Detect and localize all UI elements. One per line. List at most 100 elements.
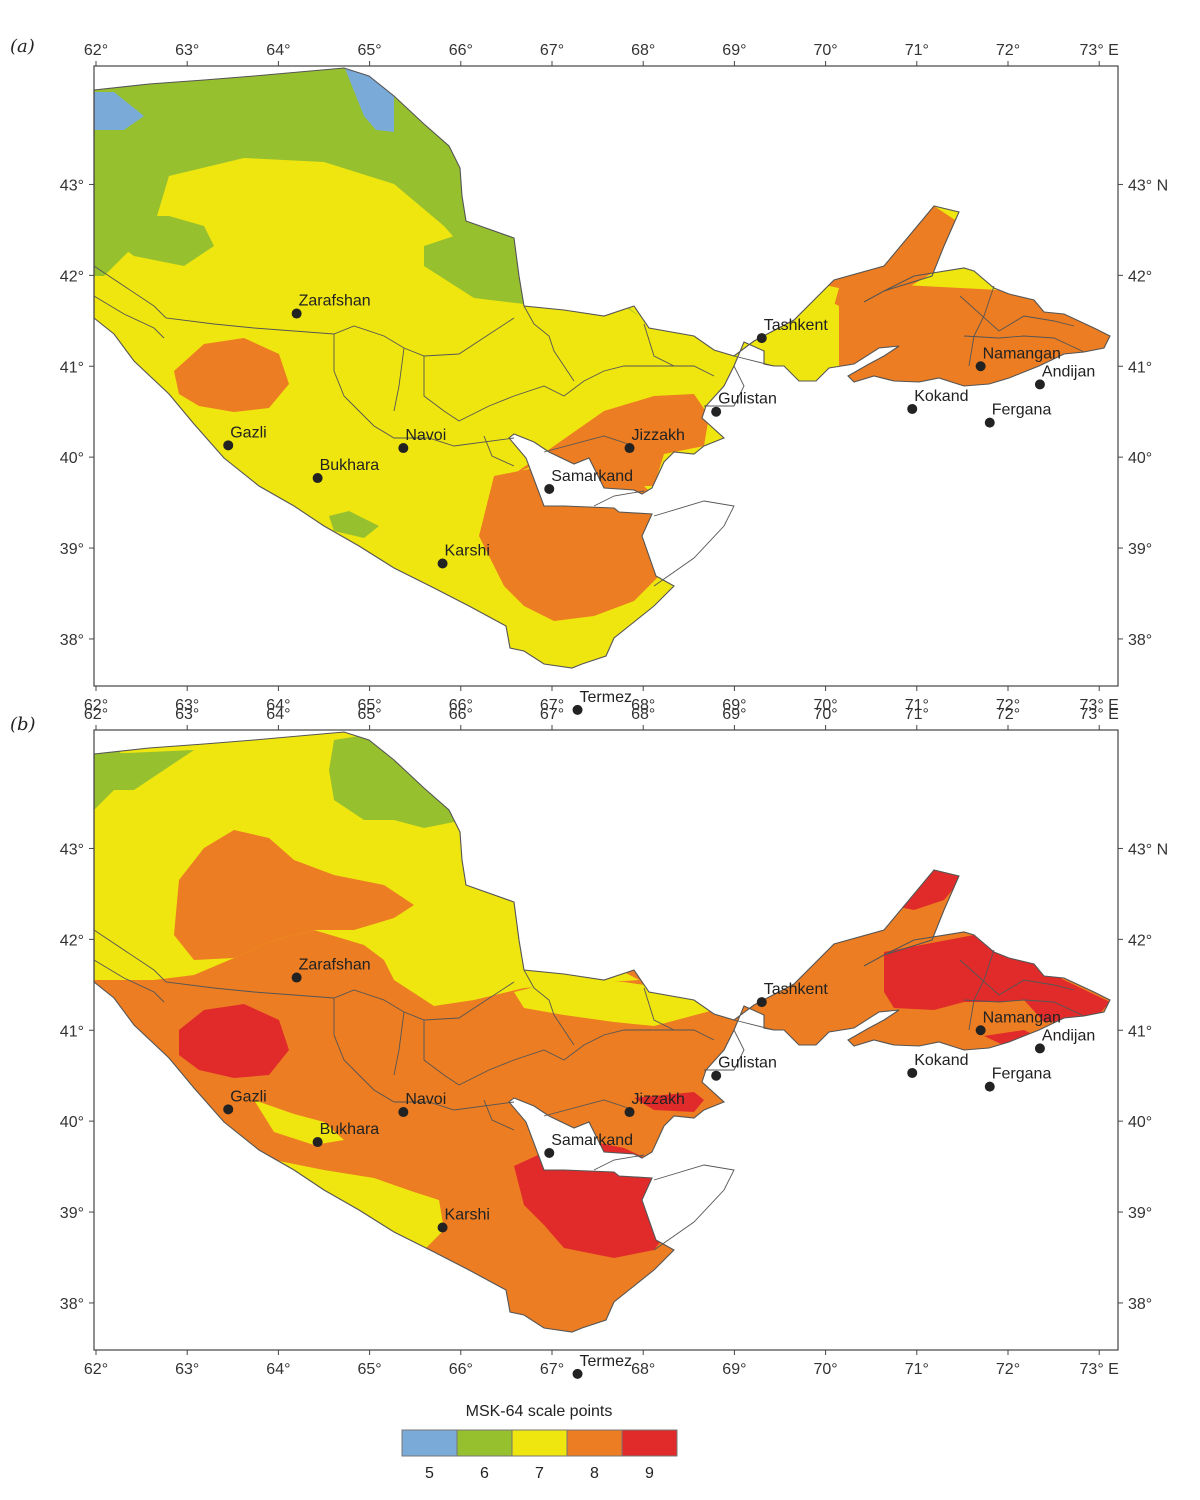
panel-b-intensity-zones <box>94 732 1110 1332</box>
city-navoi: Navoi <box>398 1091 446 1118</box>
lat-tick-label-right: 40° <box>1128 450 1152 467</box>
zone-5-nw <box>94 92 144 130</box>
panel-b-internal-boundaries <box>93 929 1085 1251</box>
city-label: Fergana <box>992 1066 1052 1083</box>
city-label: Termez <box>580 689 632 706</box>
panel-b-frame <box>93 729 1119 1351</box>
lon-tick-label-top: 72° <box>996 42 1020 59</box>
lon-tick-label-top: 64° <box>266 706 290 723</box>
city-marker <box>437 1222 448 1233</box>
lat-tick-label-left: 41° <box>60 359 84 376</box>
city-karshi: Karshi <box>437 543 490 569</box>
city-gulistan: Gulistan <box>711 391 777 417</box>
city-label: Karshi <box>445 543 490 560</box>
lon-tick-label-top: 63° <box>175 706 199 723</box>
city-marker <box>572 704 583 715</box>
city-label: Gazli <box>230 424 266 441</box>
legend-value-8: 8 <box>590 1465 599 1482</box>
zone-8-north <box>174 830 414 960</box>
city-marker <box>975 361 986 372</box>
panel-b-axis-labels: 62° 62° 63° 63° 64° 64° 65° 65° 66° 66° 67° 67° 68° 6… <box>60 706 1168 1378</box>
city-marker <box>624 443 635 454</box>
lat-tick-label-right: 41° <box>1128 1023 1152 1040</box>
panel-a-axis-labels: 62° 62° 63° 63° 64° 64° 65° 65° 66° 66° 67° 67° 68° 6… <box>60 42 1168 714</box>
lon-tick-label-bottom: 70° <box>813 697 837 714</box>
lat-tick-label-left: 38° <box>60 632 84 649</box>
lon-tick-label-top: 68° <box>631 706 655 723</box>
lon-tick-label-top: 66° <box>449 42 473 59</box>
city-label: Andijan <box>1042 1027 1095 1044</box>
panel-a-frame <box>93 65 1119 687</box>
city-label: Jizzakh <box>632 427 685 444</box>
city-label: Samarkand <box>551 468 633 485</box>
lat-tick-label-right: 39° <box>1128 1205 1152 1222</box>
city-jizzakh: Jizzakh <box>624 1091 685 1118</box>
panel-b-ticks <box>89 725 1123 1355</box>
city-termez: Termez <box>572 1353 632 1379</box>
city-bukhara: Bukhara <box>312 457 379 484</box>
city-label: Samarkand <box>551 1132 633 1149</box>
city-tashkent: Tashkent <box>756 317 828 344</box>
city-zarafshan: Zarafshan <box>291 293 371 319</box>
zone-6-west <box>109 216 214 266</box>
city-label: Termez <box>580 1353 632 1370</box>
city-andijan: Andijan <box>1034 1027 1095 1054</box>
lon-tick-label-bottom: 64° <box>266 1361 290 1378</box>
city-gazli: Gazli <box>223 424 267 451</box>
city-marker <box>756 997 767 1008</box>
lat-tick-label-left: 39° <box>60 1205 84 1222</box>
city-termez: Termez <box>572 689 632 715</box>
city-karshi: Karshi <box>437 1207 490 1233</box>
city-marker <box>907 403 918 414</box>
zone-6-north <box>329 732 464 828</box>
city-samarkand: Samarkand <box>544 468 633 494</box>
city-gulistan: Gulistan <box>711 1055 777 1081</box>
lon-tick-label-top: 67° <box>540 706 564 723</box>
legend-value-7: 7 <box>535 1465 544 1482</box>
lon-tick-label-top: 68° <box>631 42 655 59</box>
lon-tick-label-top: 70° <box>813 42 837 59</box>
city-marker <box>437 558 448 569</box>
lon-tick-label-top: 71° <box>905 706 929 723</box>
city-label: Kokand <box>914 1052 968 1069</box>
city-tashkent: Tashkent <box>756 981 829 1008</box>
lon-tick-label-bottom: 65° <box>357 697 381 714</box>
city-marker <box>984 417 995 428</box>
city-marker <box>711 406 722 417</box>
lon-tick-label-bottom: 69° <box>722 1361 746 1378</box>
lat-tick-label-right: 40° <box>1128 1114 1152 1131</box>
panel-a-internal-boundaries <box>93 265 1085 587</box>
lon-tick-label-bottom: 69° <box>722 697 746 714</box>
lon-tick-label-top: 63° <box>175 42 199 59</box>
lat-tick-label-right: 39° <box>1128 541 1152 558</box>
lon-tick-label-top: 73° E <box>1080 706 1119 723</box>
lon-tick-label-bottom: 62° <box>84 697 108 714</box>
city-andijan: Andijan <box>1034 363 1095 390</box>
lon-tick-label-bottom: 71° <box>905 1361 929 1378</box>
panel-a-intensity-zones <box>94 68 1110 668</box>
lon-tick-label-bottom: 63° <box>175 1361 199 1378</box>
legend-swatch-9 <box>621 1429 678 1457</box>
city-marker <box>398 443 409 454</box>
city-marker <box>756 333 767 344</box>
zone-8-samarkand <box>514 394 709 486</box>
lon-tick-label-top: 64° <box>266 42 290 59</box>
city-label: Tashkent <box>764 981 829 998</box>
city-label: Gazli <box>230 1088 266 1105</box>
city-marker <box>312 473 323 484</box>
city-marker <box>544 483 555 494</box>
city-label: Namangan <box>983 345 1061 362</box>
city-label: Kokand <box>914 388 968 405</box>
lat-tick-label-right: 42° <box>1128 268 1152 285</box>
lon-tick-label-bottom: 73° E <box>1080 697 1119 714</box>
city-bukhara: Bukhara <box>312 1121 379 1148</box>
zone-8-fergana <box>839 284 1110 406</box>
lon-tick-label-bottom: 68° <box>631 1361 655 1378</box>
lon-tick-label-bottom: 70° <box>813 1361 837 1378</box>
city-namangan: Namangan <box>975 1009 1061 1036</box>
lon-tick-label-bottom: 66° <box>449 1361 473 1378</box>
lon-tick-label-top: 67° <box>540 42 564 59</box>
zone-9-chatkal <box>884 870 964 910</box>
